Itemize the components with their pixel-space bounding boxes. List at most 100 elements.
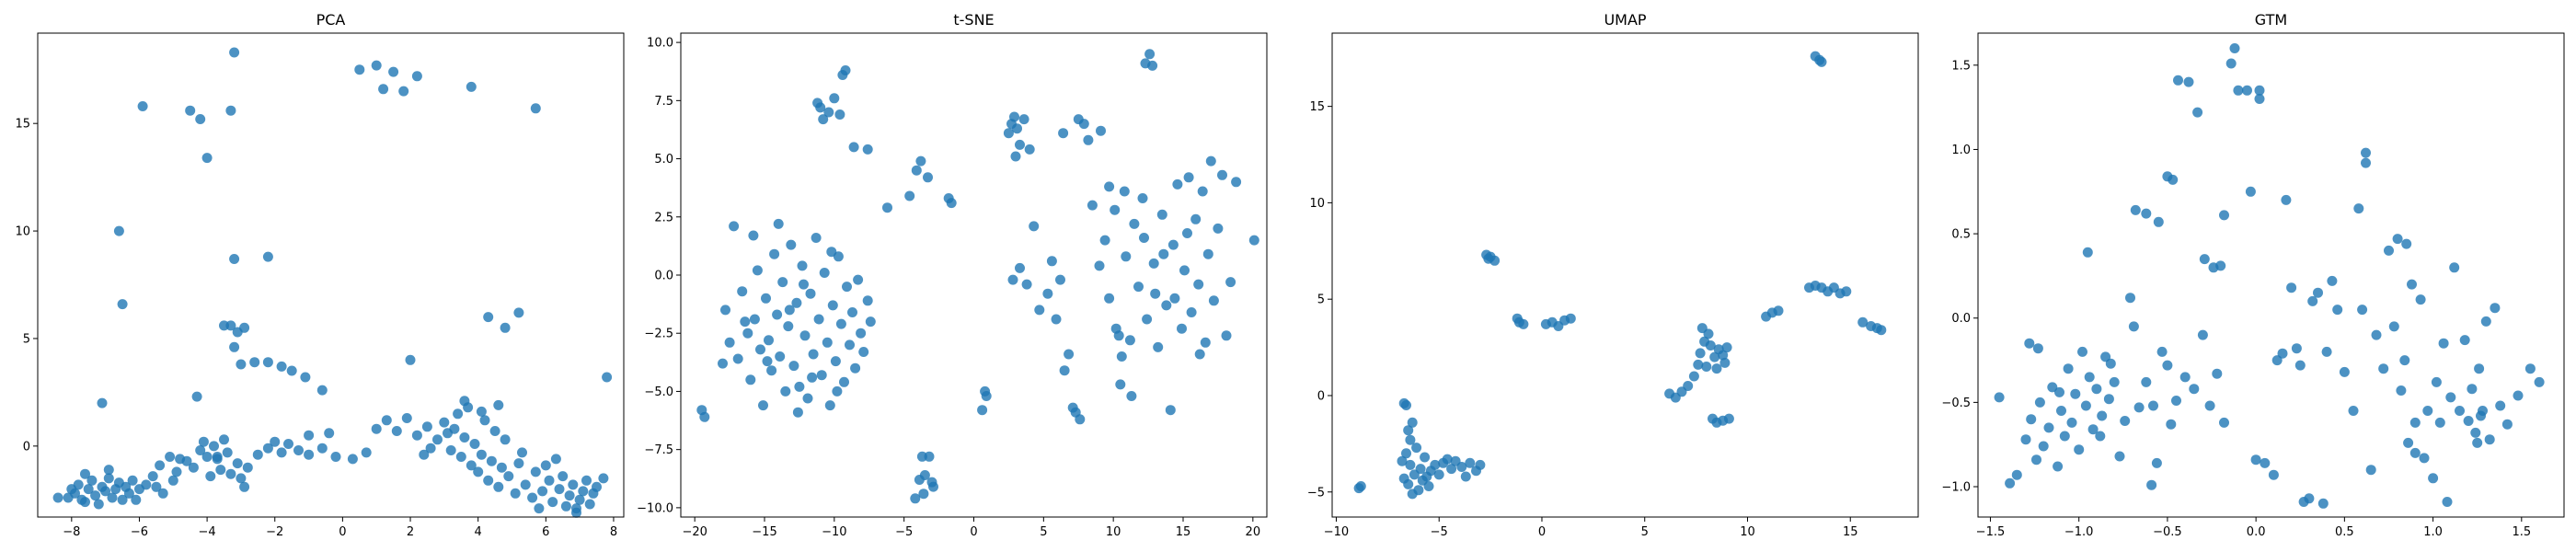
scatter-point xyxy=(466,81,477,92)
scatter-point xyxy=(1433,469,1444,480)
scatter-point xyxy=(784,305,795,316)
scatter-point xyxy=(1179,265,1190,276)
scatter-point xyxy=(1046,256,1057,267)
scatter-point xyxy=(1696,323,1708,334)
scatter-point xyxy=(2162,360,2173,371)
scatter-point xyxy=(1695,348,1706,359)
scatter-point xyxy=(2415,294,2426,305)
scatter-point xyxy=(1213,223,1224,234)
x-tick-label: 4 xyxy=(475,525,482,539)
scatter-point xyxy=(1021,279,1032,290)
y-tick-label: 1.5 xyxy=(1951,59,1971,73)
scatter-point xyxy=(811,233,822,243)
scatter-point xyxy=(2128,321,2139,332)
chart-title: UMAP xyxy=(1604,11,1646,29)
scatter-point xyxy=(2403,437,2414,448)
y-tick-label: 15 xyxy=(1309,100,1325,114)
scatter-point xyxy=(1355,481,1366,491)
scatter-point xyxy=(127,475,138,486)
scatter-point xyxy=(835,318,846,329)
scatter-point xyxy=(818,114,829,125)
scatter-point xyxy=(483,475,494,486)
scatter-point xyxy=(473,466,484,477)
scatter-point xyxy=(1723,413,1734,424)
scatter-point xyxy=(1099,235,1110,246)
y-tick-label: 0.0 xyxy=(1951,312,1971,326)
y-tick-label: −10.0 xyxy=(637,501,673,515)
scatter-point xyxy=(381,415,392,426)
scatter-point xyxy=(1139,233,1149,243)
scatter-point xyxy=(2442,497,2453,507)
scatter-series xyxy=(1994,43,2545,509)
scatter-point xyxy=(1133,282,1144,293)
scatter-point xyxy=(466,460,477,471)
scatter-point xyxy=(262,443,273,454)
y-tick-label: 5 xyxy=(1317,293,1325,307)
scatter-point xyxy=(1051,314,1062,325)
scatter-point xyxy=(1718,350,1729,361)
scatter-point xyxy=(219,434,229,445)
scatter-point xyxy=(2281,194,2292,205)
scatter-point xyxy=(2229,43,2240,53)
scatter-point xyxy=(2353,203,2364,214)
scatter-point xyxy=(602,372,613,383)
scatter-point xyxy=(123,488,134,499)
x-tick-label: −20 xyxy=(682,525,707,539)
scatter-point xyxy=(853,274,864,285)
scatter-point xyxy=(2361,147,2371,158)
scatter-point xyxy=(764,335,774,346)
scatter-point xyxy=(2470,427,2481,438)
y-tick-label: 5.0 xyxy=(654,153,673,167)
scatter-point xyxy=(748,230,759,241)
scatter-point xyxy=(2371,329,2382,340)
scatter-point xyxy=(1009,111,1019,122)
scatter-point xyxy=(2091,384,2102,395)
scatter-point xyxy=(113,225,124,236)
scatter-point xyxy=(850,362,861,374)
scatter-point xyxy=(2199,254,2210,265)
scatter-point xyxy=(2225,58,2237,69)
scatter-point xyxy=(737,286,748,297)
scatter-point xyxy=(1688,371,1699,382)
scatter-point xyxy=(2399,355,2410,366)
scatter-point xyxy=(1024,144,1035,155)
scatter-point xyxy=(598,473,609,484)
scatter-point xyxy=(2047,382,2058,393)
scatter-point xyxy=(840,65,851,75)
scatter-point xyxy=(823,107,834,118)
scatter-point xyxy=(2130,204,2141,215)
scatter-point xyxy=(981,391,992,401)
scatter-point xyxy=(2449,262,2460,273)
scatter-point xyxy=(378,84,389,95)
scatter-point xyxy=(834,109,845,120)
scatter-series xyxy=(1353,51,1887,500)
scatter-point xyxy=(830,356,841,367)
scatter-point xyxy=(2077,346,2087,357)
scatter-point xyxy=(2082,247,2093,258)
scatter-point xyxy=(919,470,930,480)
scatter-point xyxy=(1182,228,1192,238)
scatter-point xyxy=(2070,388,2081,399)
scatter-point xyxy=(2219,210,2229,221)
y-tick-label: 0 xyxy=(1317,389,1325,403)
scatter-point xyxy=(1059,365,1070,376)
scatter-point xyxy=(842,282,852,293)
scatter-point xyxy=(155,460,166,471)
scatter-point xyxy=(1205,155,1216,167)
x-tick-label: −2 xyxy=(266,525,283,539)
scatter-point xyxy=(249,357,260,368)
scatter-point xyxy=(2357,305,2368,316)
scatter-point xyxy=(2212,368,2223,379)
scatter-point xyxy=(2438,338,2449,349)
scatter-point xyxy=(574,494,585,505)
scatter-point xyxy=(2084,372,2095,383)
scatter-point xyxy=(2066,417,2077,428)
scatter-point xyxy=(1193,279,1204,290)
scatter-point xyxy=(1150,288,1161,299)
x-tick-label: 0 xyxy=(339,525,346,539)
scatter-point xyxy=(453,408,464,420)
scatter-point xyxy=(918,489,929,500)
scatter-point xyxy=(1876,325,1887,336)
scatter-point xyxy=(1121,251,1132,262)
scatter-point xyxy=(1115,379,1126,390)
